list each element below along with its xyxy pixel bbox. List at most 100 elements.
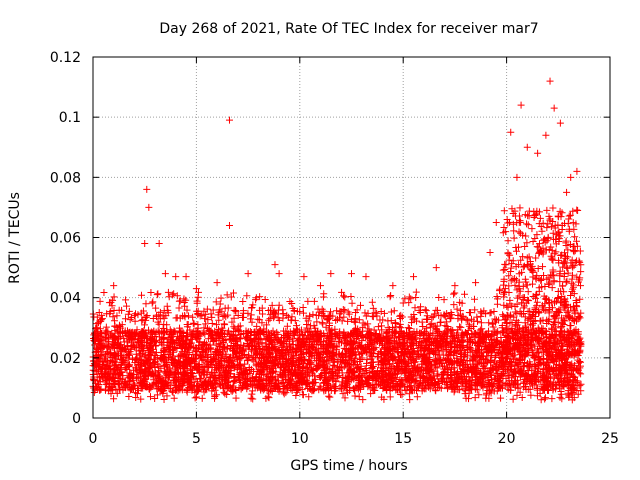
data-point: [257, 386, 265, 394]
data-point: [332, 377, 340, 385]
data-point: [314, 331, 322, 339]
data-point: [193, 299, 201, 307]
data-point: [532, 373, 540, 381]
data-point: [193, 347, 201, 355]
data-point: [173, 292, 181, 300]
data-point: [181, 344, 189, 352]
data-point: [394, 333, 402, 341]
data-point: [250, 367, 258, 375]
data-point: [262, 327, 270, 335]
data-point: [388, 364, 396, 372]
data-point: [386, 345, 394, 353]
data-point: [503, 320, 511, 328]
data-point: [113, 312, 121, 320]
data-point: [227, 342, 235, 350]
data-point: [465, 378, 473, 386]
data-point: [411, 304, 419, 312]
data-point: [338, 382, 346, 390]
data-point: [405, 376, 413, 384]
data-point: [155, 373, 163, 381]
data-point: [268, 301, 276, 309]
data-point: [320, 385, 328, 393]
data-point: [386, 293, 394, 301]
data-point: [200, 329, 208, 337]
data-point: [363, 367, 371, 375]
data-point: [123, 360, 131, 368]
data-point: [264, 393, 272, 401]
data-point: [98, 311, 106, 319]
data-point: [429, 329, 437, 337]
data-point: [336, 308, 344, 316]
data-point: [93, 347, 101, 355]
data-point: [555, 374, 563, 382]
data-point: [235, 361, 243, 369]
data-point: [202, 351, 210, 359]
data-point: [294, 341, 302, 349]
data-point: [170, 348, 178, 356]
data-point: [150, 355, 158, 363]
data-point: [274, 373, 282, 381]
data-point: [341, 306, 349, 314]
data-point: [229, 346, 237, 354]
data-point: [576, 340, 584, 348]
data-point: [552, 331, 560, 339]
data-point: [533, 298, 541, 306]
data-point: [265, 316, 273, 324]
data-point: [499, 328, 507, 336]
data-point: [210, 336, 218, 344]
data-point: [247, 311, 255, 319]
data-point: [137, 291, 145, 299]
data-point: [376, 334, 384, 342]
data-point: [213, 321, 221, 329]
data-point: [299, 309, 307, 317]
data-point: [309, 366, 317, 374]
data-point: [98, 330, 106, 338]
data-point: [243, 292, 251, 300]
data-point: [462, 394, 470, 402]
data-point: [282, 375, 290, 383]
data-point: [368, 298, 376, 306]
data-point: [100, 288, 108, 296]
data-point: [548, 284, 556, 292]
data-point: [324, 365, 332, 373]
data-point: [320, 290, 328, 298]
data-point: [304, 368, 312, 376]
data-point: [176, 360, 184, 368]
data-point: [165, 342, 173, 350]
data-point: [549, 382, 557, 390]
data-point: [298, 326, 306, 334]
data-point: [163, 321, 171, 329]
data-point: [154, 290, 162, 298]
data-point: [106, 308, 114, 316]
data-point: [120, 338, 128, 346]
data-point: [480, 360, 488, 368]
data-point: [554, 294, 562, 302]
data-point: [426, 334, 434, 342]
data-point: [305, 393, 313, 401]
data-point: [402, 378, 410, 386]
data-point: [444, 357, 452, 365]
data-point: [422, 307, 430, 315]
data-point: [372, 331, 380, 339]
data-point: [393, 359, 401, 367]
data-point: [548, 381, 556, 389]
data-point: [192, 355, 200, 363]
data-point: [326, 312, 334, 320]
data-point: [470, 329, 478, 337]
data-point: [436, 318, 444, 326]
data-point: [273, 352, 281, 360]
data-point: [339, 292, 347, 300]
data-point: [469, 363, 477, 371]
data-point: [283, 345, 291, 353]
data-point: [400, 352, 408, 360]
data-point: [288, 299, 296, 307]
data-point: [405, 390, 413, 398]
data-point: [564, 307, 572, 315]
data-point: [103, 363, 111, 371]
data-point: [170, 394, 178, 402]
data-point: [170, 376, 178, 384]
data-point: [329, 312, 337, 320]
data-point: [237, 331, 245, 339]
data-point: [117, 379, 125, 387]
